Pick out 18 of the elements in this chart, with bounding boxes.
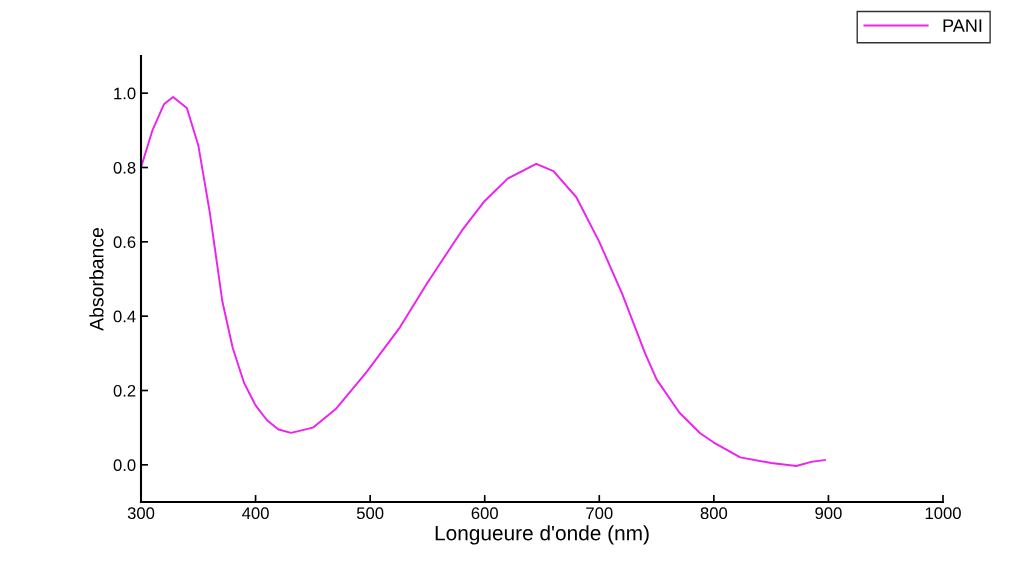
y-tick-label: 0.0 — [113, 459, 136, 472]
y-tick-label: 0.6 — [113, 236, 136, 249]
x-tick-label: 500 — [356, 507, 384, 520]
x-tick-label: 300 — [127, 507, 155, 520]
x-tick-label: 700 — [586, 507, 613, 520]
legend-label: PANI — [943, 19, 982, 32]
x-tick-label: 1000 — [925, 507, 961, 520]
x-tick-label: 900 — [815, 507, 842, 520]
y-tick-label: 1.0 — [114, 87, 136, 100]
y-axis-title: Absorbance — [89, 227, 104, 331]
x-tick-label: 800 — [700, 507, 728, 520]
x-tick-label: 600 — [471, 507, 498, 520]
y-tick-label: 0.8 — [113, 161, 136, 174]
y-tick-label: 0.4 — [113, 310, 136, 323]
x-tick-label: 400 — [242, 507, 269, 520]
line-series — [141, 95, 826, 467]
x-axis-title: Longueure d'onde (nm) — [435, 525, 649, 545]
y-tick-label: 0.2 — [113, 384, 136, 397]
